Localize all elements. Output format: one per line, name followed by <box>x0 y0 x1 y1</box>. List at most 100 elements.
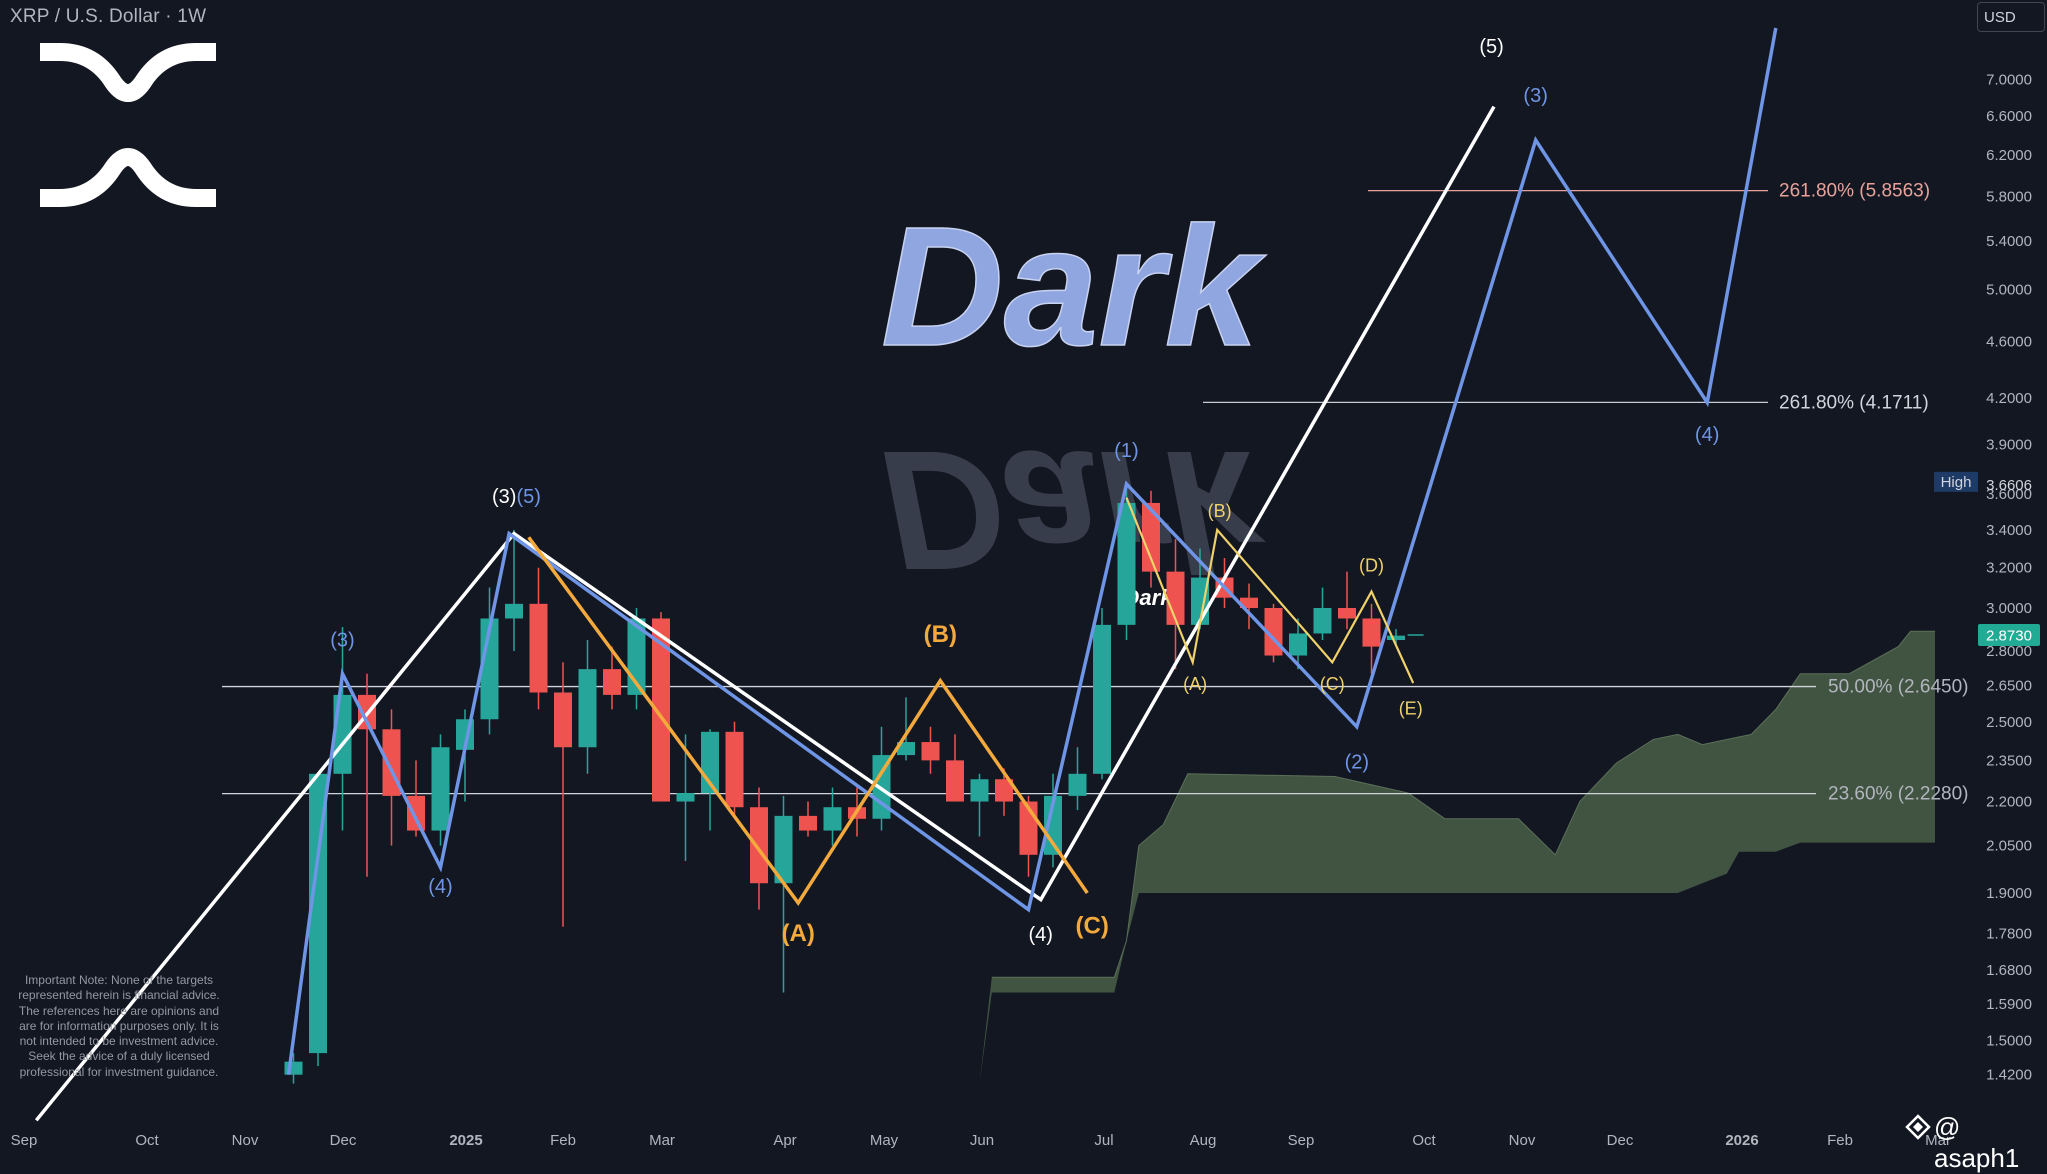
wave-label: (3) <box>330 630 354 652</box>
price-tick-label: 2.8000 <box>1986 643 2032 660</box>
time-tick-label: 2025 <box>449 1132 482 1149</box>
wave-label: (4) <box>1029 924 1053 946</box>
time-tick-label: Feb <box>550 1132 576 1149</box>
candle-body <box>970 779 989 802</box>
candle-body <box>897 742 915 756</box>
high-marker-label: High <box>1941 474 1972 491</box>
price-tick-label: 1.6800 <box>1986 962 2032 979</box>
price-tick-label: 3.9000 <box>1986 436 2032 453</box>
candle-body <box>603 669 621 695</box>
time-tick-label: Jul <box>1094 1132 1113 1149</box>
wave-path-white <box>34 105 1496 1122</box>
chart-title: XRP / U.S. Dollar · 1W <box>10 6 207 27</box>
time-tick-label: Feb <box>1827 1132 1853 1149</box>
candle-body <box>676 793 695 802</box>
price-tick-label: 1.7800 <box>1986 926 2032 943</box>
candle-body <box>1166 571 1185 625</box>
candle-body <box>1068 773 1087 796</box>
watermark-dark-title: Dark <box>881 192 1266 382</box>
candle-body <box>1338 608 1356 619</box>
time-tick-label: Sep <box>1288 1132 1315 1149</box>
price-tick-label: 5.4000 <box>1986 233 2032 250</box>
price-tick-label: 2.0500 <box>1986 838 2032 855</box>
candle-body <box>823 807 842 831</box>
price-tick-label: 6.6000 <box>1986 108 2032 125</box>
watermark-dark-reflection: Dark <box>881 415 1266 605</box>
wave-path-yellow <box>1125 497 1415 684</box>
currency-selector-button[interactable]: USD <box>1977 2 2045 32</box>
candle-body <box>407 795 425 831</box>
price-tick-label: 1.4200 <box>1986 1067 2032 1084</box>
last-price-badge <box>1978 623 2040 646</box>
wave-path-orange <box>527 536 1089 906</box>
time-tick-label: Dec <box>1607 1132 1634 1149</box>
candle-body <box>652 618 670 802</box>
candle-body <box>1362 618 1381 647</box>
time-tick-label: Oct <box>1412 1132 1436 1149</box>
wave-labels-layer: (3)(4)(3) (5)(A)(B)(4) (C)(1)(B)(A)(D)(C)(… <box>330 36 1719 947</box>
candle-body <box>1240 597 1258 608</box>
time-tick-label: Apr <box>773 1132 796 1149</box>
wave-label: (A) <box>782 920 815 947</box>
tradingview-diamond-icon <box>1905 1114 1931 1140</box>
elliott-waves-layer <box>34 27 1778 1122</box>
wave-label: (4) <box>1695 424 1719 446</box>
candle-body <box>750 807 768 884</box>
time-tick-label: Nov <box>232 1132 259 1149</box>
candle-body <box>505 603 523 619</box>
wave-label: (1) <box>1114 440 1138 462</box>
candle-body <box>921 742 940 761</box>
fib-level-label: 261.80% (5.8563) <box>1779 181 1930 202</box>
wave-label: (A) <box>1183 674 1207 694</box>
time-tick-label: Nov <box>1509 1132 1536 1149</box>
price-axis[interactable]: 1.4200 1.5000 1.5900 1.6800 1.7800 1.9000 2.05… <box>1986 71 2032 1083</box>
price-tick-label: 1.5000 <box>1986 1033 2032 1050</box>
wave-label: (E) <box>1399 698 1423 718</box>
time-tick-label: 2026 <box>1725 1132 1758 1149</box>
candle-body <box>725 731 744 808</box>
last-price-label: 2.8730 <box>1986 627 2032 644</box>
time-tick-label: Mar <box>649 1132 675 1149</box>
price-tick-label: 3.2000 <box>1986 560 2032 577</box>
price-tick-label: 4.2000 <box>1986 390 2032 407</box>
xrp-logo-icon <box>40 43 216 207</box>
time-tick-label: Sep <box>11 1132 38 1149</box>
candle-body <box>1044 795 1062 855</box>
price-tick-label: 2.5000 <box>1986 714 2032 731</box>
price-tick-label: 2.2000 <box>1986 794 2032 811</box>
wave-label: (5) <box>516 486 540 508</box>
disclaimer-note: Important Note: None of the targets repr… <box>18 973 220 1079</box>
time-axis[interactable]: Sep Oct Nov Dec 2025 Feb Mar Apr May Jun Jul Aug Sep… <box>11 1132 1951 1149</box>
candle-body <box>309 773 327 1054</box>
candle-body <box>774 815 793 884</box>
price-tick-label: 3.4000 <box>1986 522 2032 539</box>
wave-label: (D) <box>1359 556 1384 576</box>
candle-body <box>1142 502 1160 572</box>
candle-body <box>799 815 817 831</box>
candle-body <box>431 747 450 831</box>
candle-body <box>529 603 548 693</box>
wave-label: (C) <box>1320 674 1345 694</box>
wave-label: (3) <box>492 486 516 508</box>
candle-body <box>946 760 964 802</box>
fibonacci-levels-layer: 261.80% (5.8563) 261.80% (4.1711) 50.00% (… <box>222 181 1969 805</box>
wave-label: (B) <box>924 621 957 648</box>
time-tick-label: Oct <box>135 1132 159 1149</box>
candle-body <box>1313 608 1332 634</box>
price-tick-label: 3.0000 <box>1986 600 2032 617</box>
watermark-layer: Dark Dark Dark <box>880 191 1267 610</box>
author-handle: @ asaph1 <box>1934 1112 2020 1173</box>
price-tick-label: 7.0000 <box>1986 71 2032 88</box>
candle-body <box>554 692 572 748</box>
fib-level-label: 23.60% (2.2280) <box>1828 784 1969 805</box>
candle-body <box>1289 633 1307 656</box>
fib-level-label: 261.80% (4.1711) <box>1779 392 1929 413</box>
price-tick-label: 6.2000 <box>1986 147 2032 164</box>
price-tick-label: 1.5900 <box>1986 996 2032 1013</box>
time-tick-label: Dec <box>330 1132 357 1149</box>
price-tick-label: 1.9000 <box>1986 885 2032 902</box>
ichimoku-cloud-layer <box>979 630 1935 1084</box>
price-tick-label: 5.8000 <box>1986 189 2032 206</box>
time-tick-label: May <box>870 1132 899 1149</box>
